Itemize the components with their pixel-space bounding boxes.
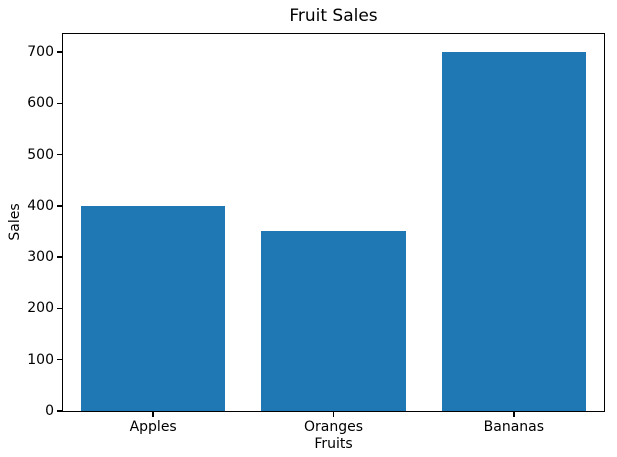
y-tick-label: 0 [45,403,54,419]
y-tick-label: 100 [27,351,54,368]
y-tick-label: 200 [27,300,54,317]
y-tick-mark [57,205,62,207]
x-tick-mark [513,412,515,417]
x-tick-mark [152,412,154,417]
y-tick-mark [57,307,62,310]
y-tick-label: 400 [27,197,54,214]
x-axis-label: Fruits [314,436,353,452]
y-axis-label: Sales [7,203,23,241]
x-tick-label: Apples [129,419,177,435]
y-tick-label: 300 [27,249,54,266]
y-tick-mark [57,358,62,361]
plot-area: 0 100 200 300 400 500 600 700 Apples Oranges Banan… [27,33,605,435]
chart-title: Fruit Sales [289,6,378,26]
y-tick-label: 700 [27,43,54,60]
y-tick-mark [57,256,62,258]
x-tick-mark [332,412,335,417]
x-tick-label: Bananas [483,419,545,435]
y-tick-mark [57,410,62,412]
bar-apples [81,205,226,411]
y-tick-mark [57,102,62,104]
bar-bananas [441,51,586,411]
y-tick-label: 600 [27,95,54,112]
x-tick-label: Oranges [303,419,364,435]
bar-oranges [261,231,406,411]
y-tick-mark [57,51,62,53]
y-tick-mark [57,153,62,156]
y-tick-label: 500 [27,146,54,163]
